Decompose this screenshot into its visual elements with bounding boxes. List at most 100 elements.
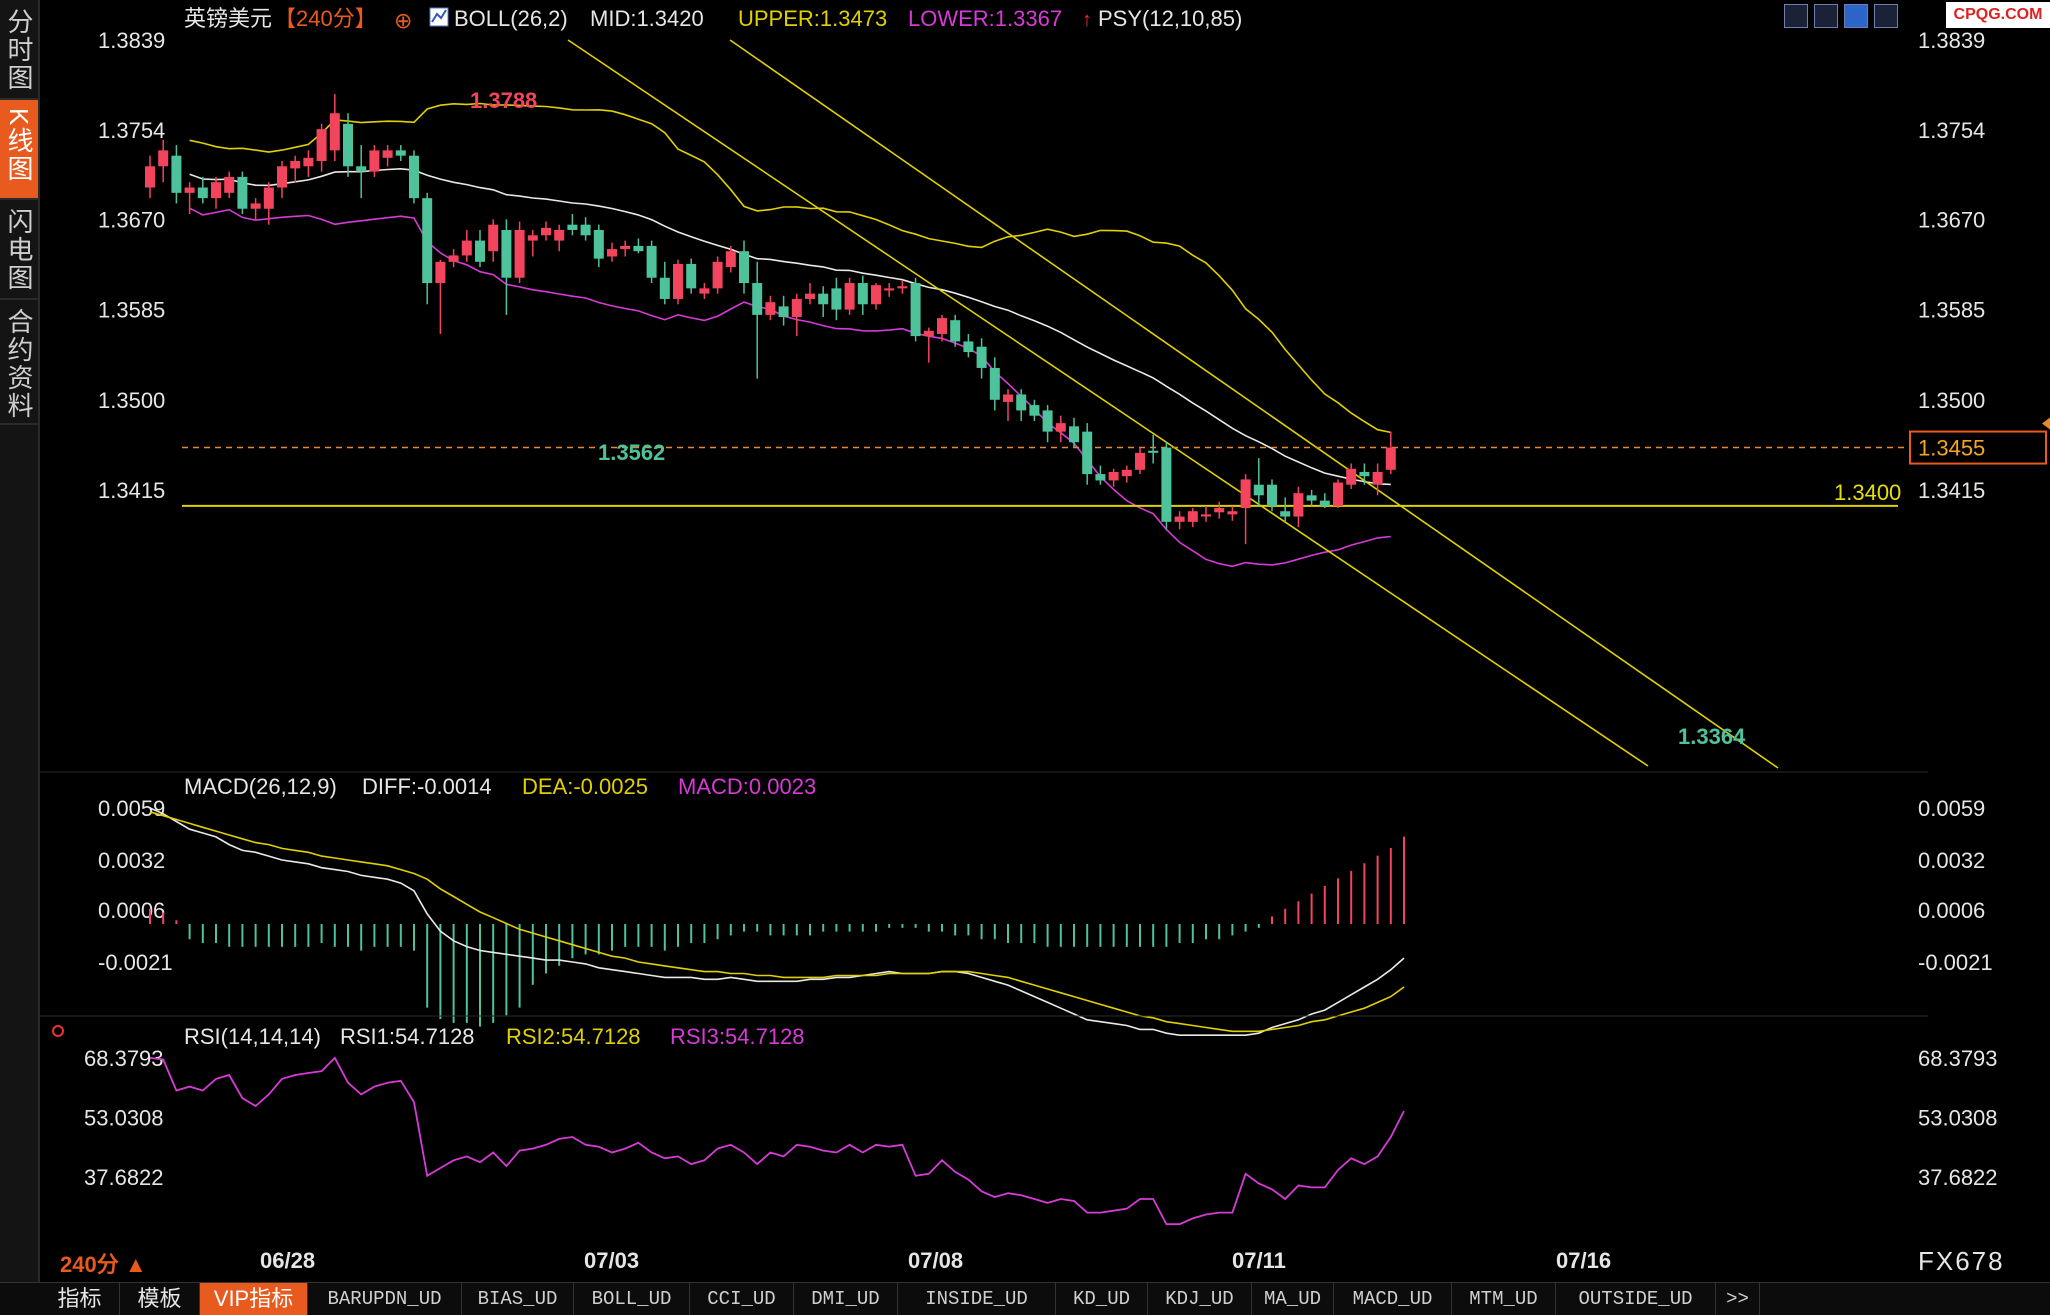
candle-body [501, 229, 512, 278]
tab-label: INSIDE_UD [925, 1288, 1028, 1310]
candle-body [923, 330, 934, 337]
tab-boll[interactable]: BOLL_UD [574, 1283, 690, 1315]
tab-label: OUTSIDE_UD [1578, 1288, 1693, 1310]
candle-body [910, 283, 921, 337]
indicator-tab-bar: 指标 模板 VIP指标 BARUPDN_UD BIAS_UD BOLL_UD C… [0, 1282, 2050, 1315]
macd-tick-label-right: 0.0006 [1918, 898, 1985, 923]
rsi-tick-label-left: 53.0308 [84, 1105, 164, 1130]
tab-vip-indicators[interactable]: VIP指标 [200, 1283, 308, 1315]
tab-dmi[interactable]: DMI_UD [794, 1283, 898, 1315]
candle-body [369, 150, 380, 172]
main-y-axis: 1.3839 1.3839 1.3754 1.3754 1.3670 1.3670 1.35… [98, 28, 1985, 503]
sidebar-tab-label: K线图 [4, 108, 34, 184]
candle-body [1069, 426, 1079, 443]
tab-outside[interactable]: OUTSIDE_UD [1556, 1283, 1716, 1315]
macd-tick-label-right: 0.0059 [1918, 796, 1985, 821]
boll-label: BOLL(26,2) [454, 6, 568, 31]
macd-macd-value: MACD:0.0023 [678, 774, 816, 799]
chart-area[interactable]: 英镑美元 【240分】 ⊕ BOLL(26,2) MID:1.3420 UPPE… [38, 0, 2050, 1282]
crosshair-icon[interactable] [1784, 4, 1808, 28]
low-annotation-1: 1.3562 [598, 440, 665, 465]
candle-body [197, 187, 208, 199]
candle-body [963, 341, 974, 353]
candle-body [475, 240, 485, 262]
period-selector[interactable]: 240分 ▲ [60, 1252, 147, 1277]
tab-macd[interactable]: MACD_UD [1334, 1283, 1452, 1315]
candle-body [607, 249, 617, 257]
tab-label: MACD_UD [1352, 1288, 1433, 1310]
candle-body [712, 261, 723, 289]
candle-body [395, 150, 406, 156]
candle-body [158, 150, 169, 167]
candle-body [1240, 479, 1251, 509]
candle-body [1095, 474, 1106, 481]
tab-kd[interactable]: KD_UD [1056, 1283, 1148, 1315]
tab-label: >> [1726, 1288, 1749, 1310]
candle-body [171, 155, 182, 193]
tab-kdj[interactable]: KDJ_UD [1148, 1283, 1252, 1315]
line-chart-icon[interactable] [1844, 4, 1868, 28]
candle-body [1293, 493, 1304, 517]
tab-mtm[interactable]: MTM_UD [1452, 1283, 1556, 1315]
trend-line-lower [567, 39, 1649, 767]
tab-label: CCI_UD [707, 1288, 776, 1310]
current-price-label: 1.3455 [1918, 436, 1985, 461]
candle-body [461, 240, 472, 256]
rsi-label: RSI(14,14,14) [184, 1024, 321, 1049]
x-tick-label: 06/28 [260, 1248, 315, 1273]
tab-indicators[interactable]: 指标 [40, 1283, 120, 1315]
symbol-name: 英镑美元 [184, 6, 272, 31]
candle-chart-icon[interactable] [1814, 4, 1838, 28]
boll-lower-value: LOWER:1.3367 [908, 6, 1062, 31]
y-tick-label-left: 1.3585 [98, 298, 165, 323]
candle-body [1055, 423, 1066, 432]
tab-label: DMI_UD [811, 1288, 880, 1310]
candle-body [290, 160, 301, 169]
macd-tick-label-left: 0.0006 [98, 898, 165, 923]
sidebar-tab-timeshare[interactable]: 分时图 [0, 0, 38, 100]
price-pointer-icon [2042, 417, 2050, 430]
macd-label: MACD(26,12,9) [184, 774, 337, 799]
candle-body [422, 198, 433, 284]
y-tick-label-left: 1.3754 [98, 118, 165, 143]
x-tick-label: 07/03 [584, 1248, 639, 1273]
tab-cci[interactable]: CCI_UD [690, 1283, 794, 1315]
indicator-settings-icon[interactable] [52, 1025, 64, 1037]
candle-body [699, 288, 710, 294]
tab-barupdn[interactable]: BARUPDN_UD [308, 1283, 462, 1315]
low-annotation-2: 1.3364 [1678, 724, 1746, 749]
tab-label: MA_UD [1263, 1288, 1321, 1310]
kline-chart[interactable]: 英镑美元 【240分】 ⊕ BOLL(26,2) MID:1.3420 UPPE… [38, 0, 2050, 1282]
sidebar-tab-kline[interactable]: K线图 [0, 100, 38, 200]
candle-body [1174, 516, 1185, 522]
rsi-tick-label-left: 37.6822 [84, 1165, 164, 1190]
boll-upper-value: UPPER:1.3473 [738, 6, 887, 31]
candle-body [1267, 484, 1277, 506]
candle-body [1227, 511, 1238, 515]
sidebar-tab-flash[interactable]: 闪电图 [0, 200, 38, 300]
candle-body [765, 302, 776, 315]
macd-tick-label-right: 0.0032 [1918, 848, 1985, 873]
rsi-line [149, 1056, 1405, 1226]
candle-body [224, 176, 235, 193]
tab-templates[interactable]: 模板 [120, 1283, 200, 1315]
candle-body [1253, 484, 1264, 496]
tab-inside[interactable]: INSIDE_UD [898, 1283, 1056, 1315]
candle-body [343, 123, 353, 167]
candle-body [211, 182, 221, 199]
tab-more[interactable]: >> [1716, 1283, 1760, 1315]
tab-bias[interactable]: BIAS_UD [462, 1283, 574, 1315]
sidebar-tab-contract-info[interactable]: 合约资料 [0, 300, 38, 425]
add-indicator-icon[interactable]: ⊕ [394, 8, 412, 33]
macd-tick-label-left: 0.0059 [98, 796, 165, 821]
candle-body [435, 261, 446, 284]
candle-body [937, 318, 947, 334]
period-label[interactable]: 【240分】 [274, 6, 377, 31]
rsi-series-line [149, 1056, 1405, 1226]
candle-body [580, 224, 591, 236]
x-tick-label: 07/16 [1556, 1248, 1611, 1273]
candle-body [329, 113, 340, 151]
bar-chart-icon[interactable] [1874, 4, 1898, 28]
tab-ma[interactable]: MA_UD [1252, 1283, 1334, 1315]
